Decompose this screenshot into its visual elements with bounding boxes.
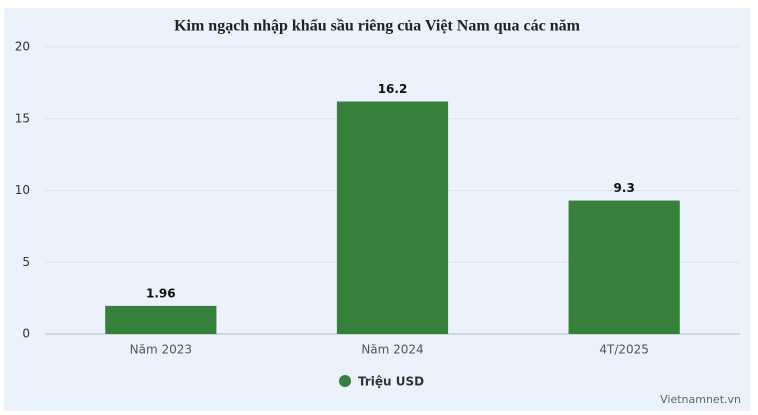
- y-tick-label: 15: [15, 111, 30, 125]
- chart-title: Kim ngạch nhập khẩu sầu riêng của Việt N…: [174, 18, 581, 35]
- x-tick-label: 4T/2025: [599, 343, 649, 357]
- data-label: 1.96: [146, 286, 176, 300]
- y-tick-label: 10: [15, 183, 30, 197]
- y-tick-label: 0: [22, 327, 30, 341]
- y-tick-label: 5: [22, 255, 30, 269]
- y-tick-label: 20: [15, 40, 30, 54]
- credit: Vietnamnet.vn: [660, 393, 741, 406]
- data-label: 9.3: [614, 181, 635, 195]
- x-tick-label: Năm 2024: [361, 343, 423, 357]
- legend-label: Triệu USD: [358, 375, 424, 389]
- bar: [105, 305, 217, 334]
- bar: [336, 101, 449, 334]
- legend-marker: [339, 375, 351, 387]
- bar: [568, 200, 680, 334]
- data-label: 16.2: [378, 82, 408, 96]
- x-tick-label: Năm 2023: [130, 343, 192, 357]
